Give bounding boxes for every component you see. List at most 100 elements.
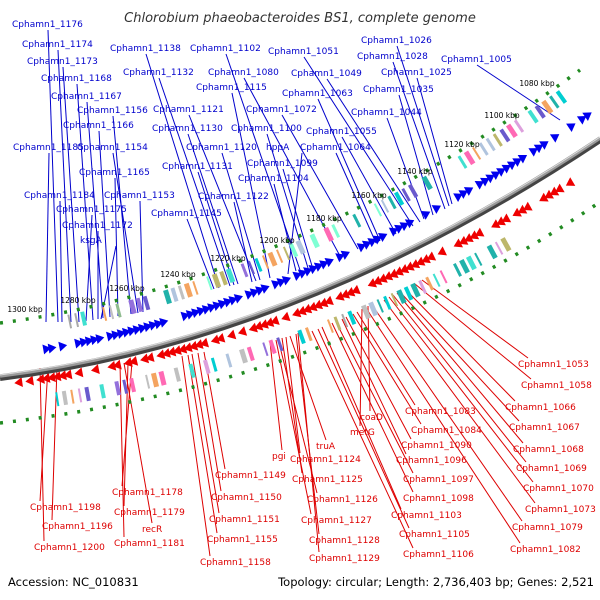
forward-gene-label[interactable]: Cphamn1_1025: [381, 68, 452, 78]
reverse-gene-label[interactable]: Cphamn1_1149: [215, 471, 286, 481]
reverse-gene-label[interactable]: truA: [316, 442, 336, 452]
reverse-gene-label[interactable]: Cphamn1_1150: [211, 493, 282, 503]
reverse-gene-label[interactable]: Cphamn1_1066: [505, 403, 576, 413]
reverse-gene-label[interactable]: Cphamn1_1128: [309, 536, 380, 546]
reverse-gene-label[interactable]: Cphamn1_1125: [292, 475, 363, 485]
reverse-gene-label[interactable]: pgi: [272, 452, 286, 462]
reverse-gene-label[interactable]: Cphamn1_1084: [411, 426, 482, 436]
forward-gene-label[interactable]: Cphamn1_1176: [12, 20, 83, 30]
reverse-gene-label[interactable]: Cphamn1_1124: [290, 455, 361, 465]
forward-gene-label[interactable]: Cphamn1_1072: [246, 105, 317, 115]
reverse-label-connector: [352, 313, 422, 425]
feature-block: [84, 386, 91, 402]
forward-gene-label[interactable]: Cphamn1_1104: [238, 174, 309, 184]
reverse-gene-label[interactable]: Cphamn1_1103: [391, 511, 462, 521]
forward-gene-label[interactable]: Cphamn1_1153: [104, 191, 175, 201]
reverse-gene-label[interactable]: Cphamn1_1069: [516, 464, 587, 474]
accession-text: Accession: NC_010831: [8, 575, 139, 589]
forward-gene-label[interactable]: Cphamn1_1044: [351, 108, 422, 118]
forward-gene-label[interactable]: Cphamn1_1005: [441, 55, 512, 65]
reverse-gene-label[interactable]: Cphamn1_1082: [510, 545, 581, 555]
forward-gene-label[interactable]: Cphamn1_1115: [196, 83, 267, 93]
reverse-gene-arrow: [475, 227, 485, 237]
forward-gene-label[interactable]: Cphamn1_1165: [79, 168, 150, 178]
feature-block: [453, 262, 462, 277]
reverse-gene-label[interactable]: Cphamn1_1070: [523, 484, 594, 494]
forward-gene-label[interactable]: Cphamn1_1167: [51, 92, 122, 102]
forward-gene-label[interactable]: ksgA: [80, 236, 103, 246]
forward-gene-label[interactable]: Cphamn1_1120: [186, 143, 257, 153]
reverse-gene-label[interactable]: Cphamn1_1067: [509, 423, 580, 433]
forward-gene-label[interactable]: Cphamn1_1166: [63, 121, 134, 131]
reverse-gene-label[interactable]: Cphamn1_1126: [307, 495, 378, 505]
reverse-gene-label[interactable]: Cphamn1_1079: [512, 523, 583, 533]
forward-gene-label[interactable]: Cphamn1_1138: [110, 44, 181, 54]
forward-gene-label[interactable]: Cphamn1_1175: [56, 205, 127, 215]
feature-block: [432, 273, 441, 287]
reverse-gene-label[interactable]: Cphamn1_1179: [114, 508, 185, 518]
reverse-gene-label[interactable]: Cphamn1_1083: [405, 407, 476, 417]
forward-gene-arrow: [399, 222, 409, 232]
feature-block: [192, 280, 199, 295]
forward-label-connector: [335, 152, 377, 244]
forward-gene-label[interactable]: Cphamn1_1145: [151, 209, 222, 219]
reverse-gene-arrow: [491, 219, 501, 229]
forward-gene-label[interactable]: Cphamn1_1049: [291, 69, 362, 79]
forward-gene-label[interactable]: Cphamn1_1173: [27, 57, 98, 67]
feature-block: [74, 313, 80, 328]
forward-gene-label[interactable]: Cphamn1_1080: [208, 68, 279, 78]
reverse-gene-label[interactable]: Cphamn1_1053: [518, 360, 589, 370]
reverse-gene-label[interactable]: recR: [142, 525, 162, 535]
forward-gene-label[interactable]: Cphamn1_1121: [153, 105, 224, 115]
reverse-gene-label[interactable]: Cphamn1_1097: [403, 475, 474, 485]
reverse-label-connector: [311, 330, 414, 549]
reverse-gene-label[interactable]: Cphamn1_1105: [399, 530, 470, 540]
reverse-gene-label[interactable]: Cphamn1_1068: [513, 445, 584, 455]
reverse-gene-label[interactable]: Cphamn1_1158: [200, 558, 271, 568]
forward-gene-label[interactable]: Cphamn1_1051: [268, 47, 339, 57]
reverse-gene-arrow: [459, 235, 469, 245]
forward-gene-label[interactable]: Cphamn1_1184: [24, 191, 95, 201]
reverse-label-connector: [321, 326, 402, 510]
forward-gene-label[interactable]: Cphamn1_1100: [231, 124, 302, 134]
reverse-gene-label[interactable]: Cphamn1_1073: [525, 505, 596, 515]
reverse-gene-label[interactable]: Cphamn1_1058: [521, 381, 592, 391]
forward-gene-label[interactable]: Cphamn1_1035: [363, 85, 434, 95]
forward-gene-label[interactable]: Cphamn1_1026: [361, 36, 432, 46]
reverse-gene-label[interactable]: Cphamn1_1181: [114, 539, 185, 549]
reverse-gene-arrow: [281, 311, 291, 322]
reverse-gene-label[interactable]: Cphamn1_1106: [403, 550, 474, 560]
forward-gene-label[interactable]: Cphamn1_1102: [190, 44, 261, 54]
forward-gene-label[interactable]: Cphamn1_1130: [152, 124, 223, 134]
forward-gene-label[interactable]: Cphamn1_1156: [77, 106, 148, 116]
reverse-gene-label[interactable]: coaD: [360, 413, 383, 423]
reverse-gene-label[interactable]: Cphamn1_1090: [401, 441, 472, 451]
reverse-gene-label[interactable]: Cphamn1_1098: [403, 494, 474, 504]
reverse-gene-label[interactable]: Cphamn1_1151: [209, 515, 280, 525]
forward-gene-label[interactable]: Cphamn1_1099: [247, 159, 318, 169]
forward-gene-label[interactable]: Cphamn1_1154: [77, 143, 148, 153]
reverse-gene-label[interactable]: Cphamn1_1127: [301, 516, 372, 526]
reverse-gene-label[interactable]: Cphamn1_1198: [30, 503, 101, 513]
forward-gene-label[interactable]: Cphamn1_1055: [306, 127, 377, 137]
reverse-gene-label[interactable]: metG: [350, 428, 375, 438]
reverse-gene-label[interactable]: Cphamn1_1155: [207, 535, 278, 545]
forward-gene-label[interactable]: Cphamn1_1063: [282, 89, 353, 99]
tick-label-layer: 1080 kbp 1100 kbp 1120 kbp 1140 kbp 1160 kbp…: [7, 79, 555, 314]
forward-gene-label[interactable]: Cphamn1_1174: [22, 40, 93, 50]
reverse-gene-label[interactable]: Cphamn1_1129: [309, 554, 380, 564]
forward-gene-label[interactable]: Cphamn1_1131: [162, 162, 233, 172]
forward-gene-label[interactable]: hppA: [266, 143, 290, 153]
reverse-gene-label[interactable]: Cphamn1_1178: [112, 488, 183, 498]
forward-gene-label[interactable]: Cphamn1_1132: [123, 68, 194, 78]
forward-gene-label[interactable]: Cphamn1_1028: [357, 52, 428, 62]
forward-gene-label[interactable]: Cphamn1_1122: [198, 192, 269, 202]
feature-block: [394, 191, 405, 206]
forward-gene-label[interactable]: Cphamn1_1064: [300, 143, 371, 153]
reverse-gene-label[interactable]: Cphamn1_1096: [396, 456, 467, 466]
forward-gene-label[interactable]: Cphamn1_1168: [41, 74, 112, 84]
forward-gene-label[interactable]: Cphamn1_1185: [13, 143, 84, 153]
forward-gene-label[interactable]: Cphamn1_1172: [62, 221, 133, 231]
reverse-gene-label[interactable]: Cphamn1_1196: [42, 522, 113, 532]
reverse-gene-label[interactable]: Cphamn1_1200: [34, 543, 105, 553]
